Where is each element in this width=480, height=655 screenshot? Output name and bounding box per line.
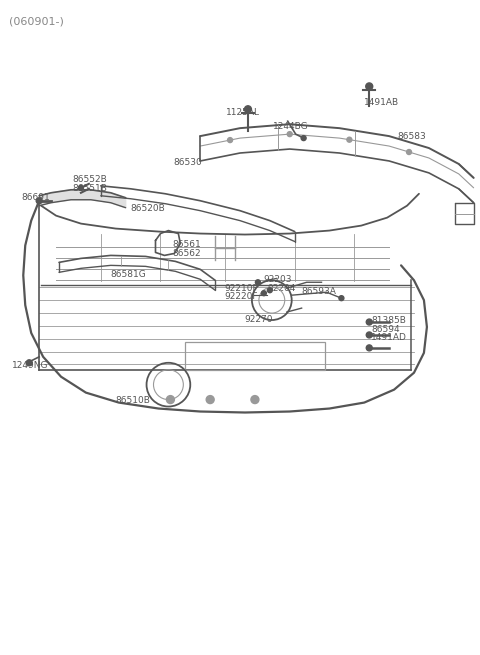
Text: 86530: 86530 bbox=[173, 159, 202, 167]
Circle shape bbox=[301, 136, 306, 141]
Text: 86520B: 86520B bbox=[130, 204, 165, 214]
Circle shape bbox=[255, 280, 260, 285]
Circle shape bbox=[36, 198, 42, 204]
Circle shape bbox=[167, 396, 174, 403]
Text: 86551B: 86551B bbox=[72, 183, 107, 193]
Bar bbox=[185, 342, 324, 370]
Circle shape bbox=[366, 332, 372, 338]
Text: 1491AD: 1491AD bbox=[371, 333, 407, 343]
Text: 86552B: 86552B bbox=[72, 174, 107, 183]
Polygon shape bbox=[39, 190, 126, 208]
Circle shape bbox=[267, 288, 272, 293]
Circle shape bbox=[366, 83, 373, 90]
Text: 86561: 86561 bbox=[172, 240, 201, 249]
Text: (060901-): (060901-) bbox=[9, 17, 64, 27]
Circle shape bbox=[366, 345, 372, 351]
Text: 86593A: 86593A bbox=[301, 287, 336, 296]
Text: 86583: 86583 bbox=[397, 132, 426, 141]
Circle shape bbox=[287, 132, 292, 137]
Text: 92210F: 92210F bbox=[225, 284, 258, 293]
Circle shape bbox=[244, 106, 252, 113]
Text: 92204: 92204 bbox=[268, 284, 296, 293]
Text: 86581G: 86581G bbox=[110, 270, 146, 278]
Circle shape bbox=[366, 319, 372, 325]
Circle shape bbox=[26, 360, 32, 365]
Circle shape bbox=[262, 291, 266, 295]
Text: 1249NG: 1249NG bbox=[12, 361, 48, 370]
Circle shape bbox=[78, 185, 84, 191]
Text: 86510B: 86510B bbox=[115, 396, 150, 405]
Circle shape bbox=[407, 149, 411, 155]
Circle shape bbox=[251, 396, 259, 403]
Circle shape bbox=[228, 138, 232, 143]
Text: 92220F: 92220F bbox=[225, 292, 258, 301]
Text: 86594: 86594 bbox=[371, 325, 400, 334]
Text: 86691: 86691 bbox=[22, 193, 50, 202]
Text: 1125AL: 1125AL bbox=[226, 108, 260, 117]
Text: 81385B: 81385B bbox=[371, 316, 406, 326]
Text: 86562: 86562 bbox=[172, 249, 201, 258]
Text: 1491AB: 1491AB bbox=[364, 98, 399, 107]
Text: 92203: 92203 bbox=[263, 275, 291, 284]
Circle shape bbox=[347, 137, 352, 142]
Circle shape bbox=[339, 295, 344, 301]
Text: 1244BG: 1244BG bbox=[274, 122, 309, 132]
Text: 92270: 92270 bbox=[245, 314, 273, 324]
Circle shape bbox=[206, 396, 214, 403]
